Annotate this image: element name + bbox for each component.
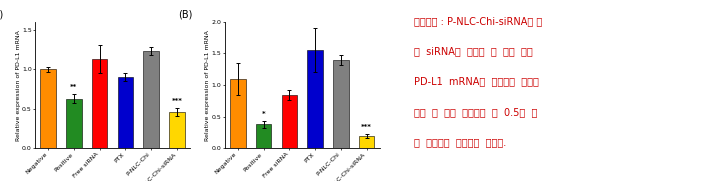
Text: 결과  두  세포  모두에서  약  0.5배  정: 결과 두 세포 모두에서 약 0.5배 정 [413,107,537,117]
Bar [282,95,297,148]
Bar [359,136,375,148]
Bar [92,59,108,148]
Bar [117,77,133,148]
Text: (A): (A) [0,9,3,19]
Text: 도  발현량이  감소함을  확인함.: 도 발현량이 감소함을 확인함. [413,137,506,147]
Text: **: ** [70,84,77,90]
Text: PD-L1  mRNA의  발현량을  확인한: PD-L1 mRNA의 발현량을 확인한 [413,77,538,87]
Bar [333,60,349,148]
Text: ***: *** [361,124,372,130]
Bar [307,50,323,148]
Bar [143,51,159,148]
Bar [66,98,82,148]
Text: 실험결과 : P-NLC-Chi-siRNA를 통: 실험결과 : P-NLC-Chi-siRNA를 통 [413,16,542,26]
Y-axis label: Relative expression of PD-L1 mRNA: Relative expression of PD-L1 mRNA [15,30,20,140]
Bar [40,69,56,148]
Bar [256,124,271,148]
Text: 해  siRNA를  전달한  후  세포  내의: 해 siRNA를 전달한 후 세포 내의 [413,46,532,56]
Y-axis label: Relative expression of PD-L1 mRNA: Relative expression of PD-L1 mRNA [205,30,210,140]
Text: (B): (B) [179,9,193,19]
Text: *: * [262,111,266,117]
Bar [230,79,245,148]
Text: ***: *** [172,98,182,104]
Bar [169,112,185,148]
